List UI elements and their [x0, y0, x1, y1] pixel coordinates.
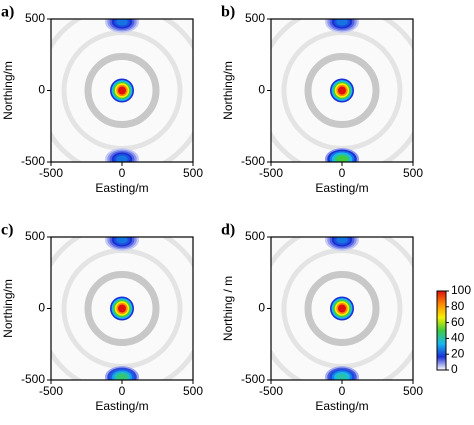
colorbar-tick-label: 0 [451, 362, 458, 376]
ring [304, 53, 380, 128]
heat-spot [325, 237, 359, 251]
ring [84, 53, 160, 128]
heat-spot [330, 296, 354, 321]
x-axis-label: Easting/m [315, 399, 368, 413]
y-tick-label: -500 [21, 372, 45, 386]
y-tick-label: 500 [245, 229, 265, 243]
y-tick-label: 0 [258, 83, 265, 97]
heat-spot [330, 78, 354, 103]
x-tick-label: 0 [119, 166, 126, 180]
y-tick-label: 500 [25, 11, 45, 25]
y-tick-label: -500 [21, 154, 45, 168]
plot-area [271, 19, 413, 162]
plot-area [51, 237, 193, 380]
x-axis-label: Easting/m [95, 181, 148, 195]
x-axis-label: Easting/m [95, 399, 148, 413]
heat-spot [105, 148, 139, 162]
panel-label: d) [221, 222, 235, 239]
y-axis-label: Northing / m [221, 276, 235, 341]
x-tick-label: -500 [259, 166, 283, 180]
heat-spot [110, 296, 134, 321]
y-tick-label: -500 [241, 372, 265, 386]
colorbar-tick-label: 80 [451, 299, 465, 313]
panel-label: c) [1, 222, 13, 239]
y-tick-label: 500 [25, 229, 45, 243]
plot-area [51, 19, 193, 162]
y-axis-label: Northing/m [1, 279, 15, 338]
colorbar-tick-label: 20 [451, 346, 465, 360]
x-tick-label: -500 [39, 384, 63, 398]
x-tick-label: 500 [403, 384, 423, 398]
plot-area [271, 237, 413, 380]
colorbar-tick-label: 100 [451, 283, 471, 297]
x-tick-label: 0 [339, 166, 346, 180]
y-tick-label: 0 [38, 83, 45, 97]
heat-spot [325, 148, 359, 162]
x-tick-label: 500 [183, 166, 203, 180]
x-tick-label: 0 [339, 384, 346, 398]
y-tick-label: 500 [245, 11, 265, 25]
colorbar-tick-label: 40 [451, 331, 465, 345]
x-axis-label: Easting/m [315, 181, 368, 195]
panel-label: a) [1, 4, 14, 21]
heat-spot [105, 19, 139, 33]
ring [84, 271, 160, 346]
x-tick-label: 500 [183, 384, 203, 398]
y-tick-label: 0 [38, 301, 45, 315]
x-tick-label: -500 [39, 166, 63, 180]
colorbar-tick-label: 60 [451, 315, 465, 329]
colorbar [436, 290, 447, 371]
panel-label: b) [221, 4, 235, 21]
heat-spot [110, 78, 134, 103]
y-axis-label: Northing/m [1, 61, 15, 120]
heat-spot [325, 366, 359, 380]
y-axis-label: Northing/m [221, 61, 235, 120]
heat-spot [105, 237, 139, 251]
y-tick-label: 0 [258, 301, 265, 315]
x-tick-label: -500 [259, 384, 283, 398]
ring [304, 271, 380, 346]
y-tick-label: -500 [241, 154, 265, 168]
heat-spot [105, 366, 139, 380]
x-tick-label: 500 [403, 166, 423, 180]
heat-spot [325, 19, 359, 33]
x-tick-label: 0 [119, 384, 126, 398]
